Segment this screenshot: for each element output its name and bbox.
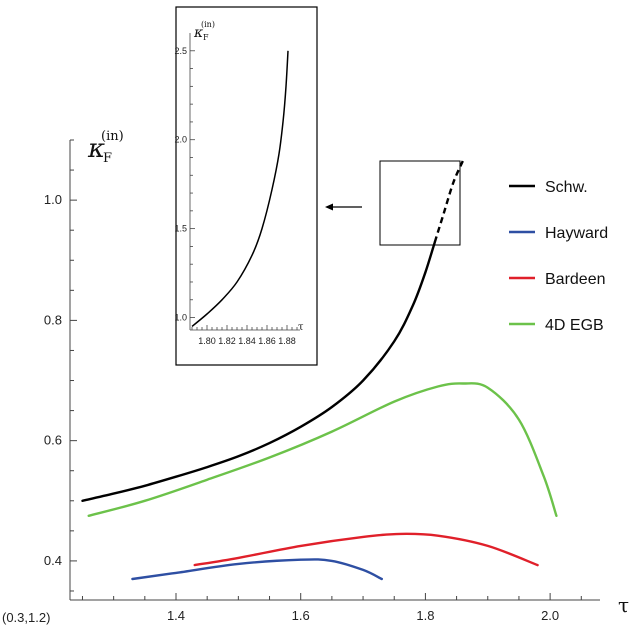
inset-plot: 1.80 1.82 1.84 1.86 1.88 1.0 1.5 2.0 2.5 κ F (i…	[174, 6, 318, 366]
x-axis-title: τ	[618, 593, 629, 617]
inset-y-tick-label: 2.0	[174, 135, 187, 145]
inset-x-tick-label: 1.88	[278, 336, 296, 346]
zoom-arrow-icon	[325, 203, 362, 211]
inset-y-tick-label: 2.5	[174, 46, 187, 56]
inset-series-line-schw	[191, 50, 289, 327]
series-line-hayward	[131, 558, 383, 581]
inset-frame	[175, 6, 318, 366]
y-axis-title-sup: (in)	[101, 129, 124, 144]
inset-y-title-kappa: κ	[193, 25, 203, 41]
series-line-schw	[81, 241, 436, 502]
inset-y-tick-label: 1.5	[174, 224, 187, 234]
y-tick-label: 0.8	[44, 312, 62, 327]
inset-y-title-sup: (in)	[201, 20, 215, 29]
y-tick-label: 0.4	[44, 553, 62, 568]
series-line-4d-egb	[87, 382, 558, 517]
legend-label-hayward: Hayward	[545, 225, 608, 242]
inset-y-title-sub: F	[203, 33, 209, 42]
inset-x-tick-label: 1.82	[218, 336, 236, 346]
x-ticks: 1.4 1.6 1.8 2.0	[81, 593, 582, 623]
zoom-region-box	[379, 160, 461, 246]
series-line-bardeen	[193, 532, 539, 567]
inset-x-tick-label: 1.84	[238, 336, 256, 346]
inset-series-layer	[191, 50, 289, 327]
origin-label: (0.3,1.2)	[2, 610, 50, 625]
y-ticks: 0.4 0.6 0.8 1.0	[44, 139, 77, 592]
y-axis-title: κ F (in)	[87, 129, 124, 166]
inset-y-tick-label: 1.0	[174, 313, 187, 323]
inset-x-title: τ	[298, 322, 304, 333]
series-layer	[81, 160, 558, 581]
series-line-schw-dashed	[433, 160, 464, 243]
inset-x-tick-label: 1.80	[198, 336, 216, 346]
inset-y-ticks: 1.0 1.5 2.0 2.5	[174, 46, 195, 323]
y-axis-title-kappa: κ	[87, 134, 105, 164]
x-tick-label: 1.8	[416, 608, 434, 623]
y-tick-label: 1.0	[44, 192, 62, 207]
legend: Schw. Hayward Bardeen 4D EGB	[509, 179, 608, 334]
legend-label-bardeen: Bardeen	[545, 271, 606, 288]
x-tick-label: 1.4	[167, 608, 185, 623]
inset-x-tick-label: 1.86	[258, 336, 276, 346]
inset-x-ticks: 1.80 1.82 1.84 1.86 1.88	[191, 325, 298, 346]
legend-label-schw: Schw.	[545, 179, 588, 196]
x-tick-label: 2.0	[541, 608, 559, 623]
y-axis-title-sub: F	[103, 151, 112, 166]
legend-label-4d-egb: 4D EGB	[545, 317, 604, 334]
y-tick-label: 0.6	[44, 433, 62, 448]
x-tick-label: 1.6	[292, 608, 310, 623]
